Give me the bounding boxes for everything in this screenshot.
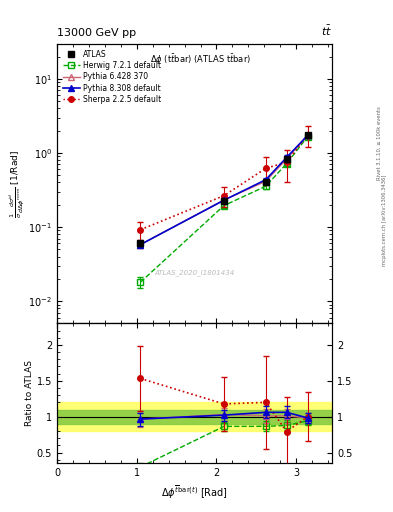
Bar bbox=[57, 410, 332, 424]
Text: ATLAS_2020_I1801434: ATLAS_2020_I1801434 bbox=[154, 270, 235, 276]
Text: Rivet 3.1.10, ≥ 100k events: Rivet 3.1.10, ≥ 100k events bbox=[377, 106, 382, 180]
Y-axis label: $\frac{1}{\sigma}\frac{d\sigma^{id}}{d\Delta\phi^{norm}}$ [1/Rad]: $\frac{1}{\sigma}\frac{d\sigma^{id}}{d\D… bbox=[7, 150, 26, 218]
Text: 13000 GeV pp: 13000 GeV pp bbox=[57, 28, 136, 38]
Y-axis label: Ratio to ATLAS: Ratio to ATLAS bbox=[25, 360, 34, 426]
X-axis label: $\Delta\phi^{\overline{t}\mathrm{bar}(t)}$ [Rad]: $\Delta\phi^{\overline{t}\mathrm{bar}(t)… bbox=[161, 484, 228, 501]
Text: $\Delta\phi$ (t$\bar{t}$bar) (ATLAS t$\bar{t}$bar): $\Delta\phi$ (t$\bar{t}$bar) (ATLAS t$\b… bbox=[149, 52, 251, 67]
Text: mcplots.cern.ch [arXiv:1306.3436]: mcplots.cern.ch [arXiv:1306.3436] bbox=[382, 175, 387, 266]
Legend: ATLAS, Herwig 7.2.1 default, Pythia 6.428 370, Pythia 8.308 default, Sherpa 2.2.: ATLAS, Herwig 7.2.1 default, Pythia 6.42… bbox=[61, 47, 163, 106]
Bar bbox=[57, 402, 332, 431]
Text: $t\bar{t}$: $t\bar{t}$ bbox=[321, 24, 332, 38]
